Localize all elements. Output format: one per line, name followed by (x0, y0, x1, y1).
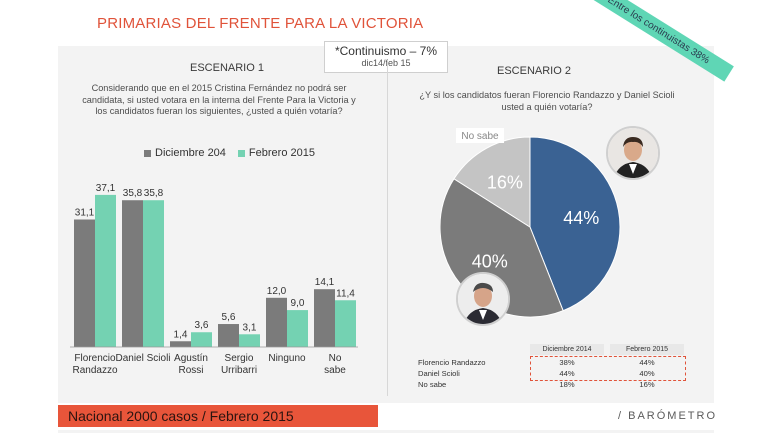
pie-slice (453, 136, 531, 228)
category-label: Rossi (178, 365, 203, 376)
continuismo-date: dic14/feb 15 (361, 58, 411, 68)
bar (287, 310, 308, 347)
pie-slice (529, 136, 621, 312)
bar-value-label: 3,6 (195, 320, 209, 331)
table-header-dic: Diciembre 2014 (530, 344, 604, 355)
category-label: Sergio (225, 353, 254, 364)
bar-value-label: 11,4 (336, 288, 355, 299)
table-row-label: Florencio Randazzo (418, 358, 486, 367)
footer-text: Nacional 2000 casos / Febrero 2015 (68, 408, 294, 424)
bar (239, 334, 260, 347)
category-label: No (329, 353, 342, 364)
bar (122, 200, 143, 347)
table-cell: 44% (559, 369, 575, 378)
table-cell: 16% (639, 380, 655, 389)
bar-value-label: 14,1 (315, 277, 335, 288)
bar-value-label: 9,0 (291, 298, 305, 309)
continuismo-box: *Continuismo – 7% dic14/feb 15 (324, 41, 448, 73)
scenario-1-question: Considerando que en el 2015 Cristina Fer… (82, 83, 356, 116)
pie-value-label: 44% (563, 208, 599, 228)
category-label: sabe (324, 365, 346, 376)
bar (314, 289, 335, 347)
legend-item-dic: Diciembre 204 (144, 147, 226, 159)
table-header-feb: Febrero 2015 (610, 344, 684, 355)
highlight-box (530, 356, 686, 381)
table-row-label: Daniel Scioli (418, 369, 460, 378)
scenario-divider (387, 60, 388, 396)
legend-swatch-dic (144, 149, 151, 157)
bar (143, 200, 164, 347)
page-title: PRIMARIAS DEL FRENTE PARA LA VICTORIA (97, 15, 424, 32)
continuismo-label: *Continuismo – 7% (334, 44, 438, 58)
bar-value-label: 12,0 (267, 286, 287, 297)
table-cell: 40% (639, 369, 655, 378)
legend-swatch-feb (237, 149, 245, 157)
brand-logo: / BARÓMETRO (618, 410, 718, 422)
bar (266, 297, 287, 347)
bar-value-label: 37,1 (96, 183, 116, 194)
randazzo-photo (606, 126, 660, 180)
bar-value-label: 35,8 (144, 188, 164, 199)
category-label: Florencio (74, 353, 116, 364)
footer-banner: Nacional 2000 casos / Febrero 2015 (58, 405, 378, 427)
bar-value-label: 35,8 (123, 188, 143, 199)
scenario-2-title: ESCENARIO 2 (497, 65, 571, 77)
category-label: Agustín (174, 353, 208, 364)
bar (170, 341, 191, 347)
pie-value-label: 40% (472, 251, 508, 271)
bar-value-label: 5,6 (222, 312, 236, 323)
bar (191, 332, 212, 347)
scioli-photo (456, 272, 510, 326)
legend-item-feb: Febrero 2015 (237, 147, 315, 159)
table-cell: 44% (639, 358, 655, 367)
bar (335, 300, 356, 347)
header-bar (58, 0, 714, 46)
bar-value-label: 3,1 (243, 322, 257, 333)
pie-label-bg (456, 128, 504, 143)
bar (74, 219, 95, 347)
scioli-portrait-icon (458, 274, 508, 324)
category-label: Randazzo (72, 365, 117, 376)
category-label: Daniel Scioli (115, 353, 170, 364)
table-cell: 38% (559, 358, 575, 367)
table-cell: 18% (559, 380, 575, 389)
bar-chart-legend: Diciembre 204 Febrero 2015 (144, 147, 315, 159)
scenario-2-question: ¿Y si los candidatos fueran Florencio Ra… (419, 90, 675, 112)
legend-label-feb: Febrero 2015 (248, 147, 315, 159)
table-row-label: No sabe (418, 380, 447, 389)
bar (95, 194, 116, 347)
category-label: Urribarri (221, 365, 257, 376)
pie-value-label: 16% (487, 172, 523, 192)
randazzo-portrait-icon (608, 128, 658, 178)
pie-slice-label: No sabe (461, 131, 499, 142)
legend-label-dic: Diciembre 204 (155, 147, 226, 159)
scenario-1-title: ESCENARIO 1 (190, 62, 264, 74)
bar (218, 324, 239, 347)
bar-value-label: 1,4 (174, 329, 188, 340)
bar-value-label: 31,1 (75, 207, 95, 218)
category-label: Ninguno (268, 353, 306, 364)
